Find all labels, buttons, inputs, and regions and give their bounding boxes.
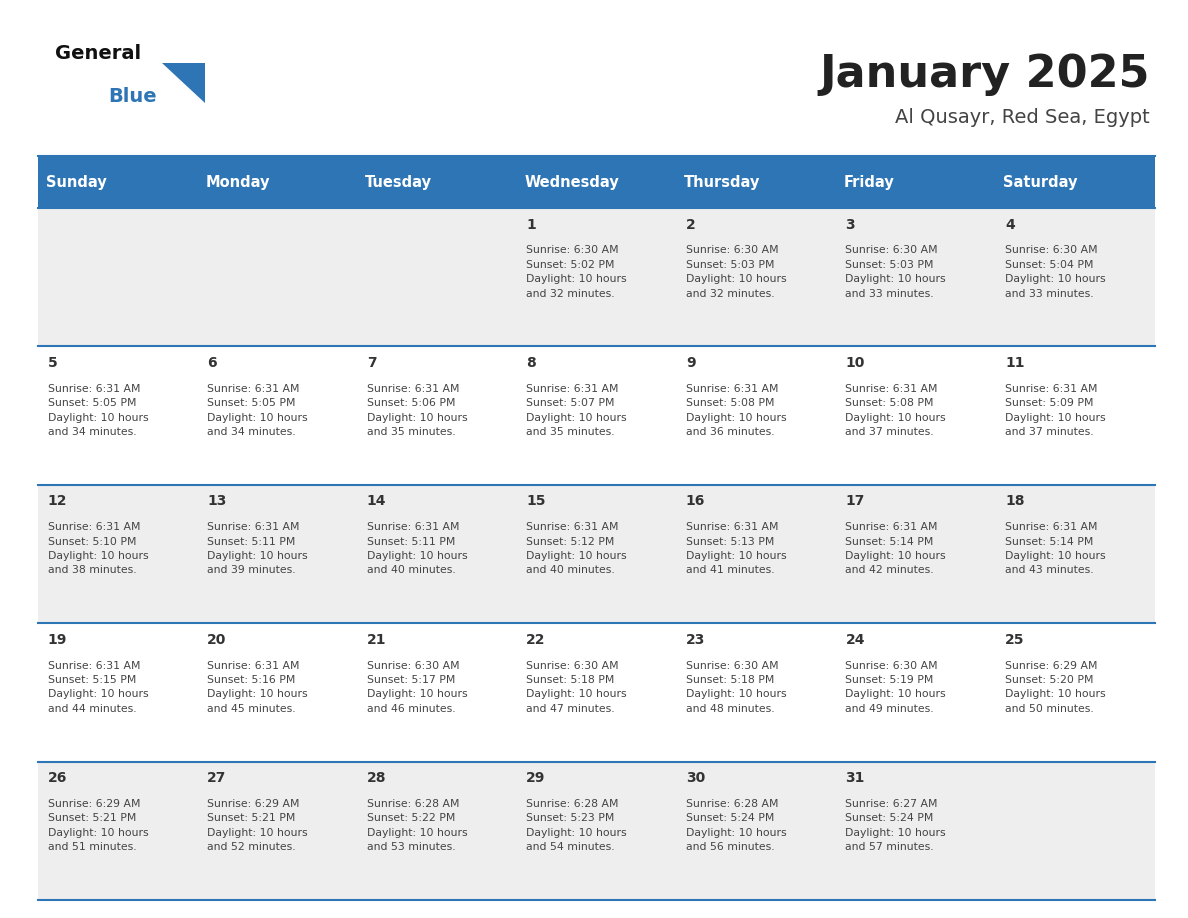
Text: Sunrise: 6:27 AM
Sunset: 5:24 PM
Daylight: 10 hours
and 57 minutes.: Sunrise: 6:27 AM Sunset: 5:24 PM Dayligh… — [846, 799, 946, 852]
Text: Al Qusayr, Red Sea, Egypt: Al Qusayr, Red Sea, Egypt — [896, 108, 1150, 127]
Text: 23: 23 — [685, 633, 706, 647]
Text: 27: 27 — [207, 771, 227, 785]
Text: 19: 19 — [48, 633, 67, 647]
Text: Sunrise: 6:30 AM
Sunset: 5:18 PM
Daylight: 10 hours
and 47 minutes.: Sunrise: 6:30 AM Sunset: 5:18 PM Dayligh… — [526, 661, 627, 714]
Text: 10: 10 — [846, 356, 865, 370]
Bar — [38, 208, 1155, 346]
Text: 30: 30 — [685, 771, 706, 785]
Bar — [676, 156, 836, 208]
Bar — [836, 156, 996, 208]
Text: Sunrise: 6:30 AM
Sunset: 5:04 PM
Daylight: 10 hours
and 33 minutes.: Sunrise: 6:30 AM Sunset: 5:04 PM Dayligh… — [1005, 245, 1106, 298]
Text: Sunrise: 6:30 AM
Sunset: 5:02 PM
Daylight: 10 hours
and 32 minutes.: Sunrise: 6:30 AM Sunset: 5:02 PM Dayligh… — [526, 245, 627, 298]
Text: Sunrise: 6:30 AM
Sunset: 5:19 PM
Daylight: 10 hours
and 49 minutes.: Sunrise: 6:30 AM Sunset: 5:19 PM Dayligh… — [846, 661, 946, 714]
Text: 4: 4 — [1005, 218, 1015, 231]
Text: Sunrise: 6:30 AM
Sunset: 5:18 PM
Daylight: 10 hours
and 48 minutes.: Sunrise: 6:30 AM Sunset: 5:18 PM Dayligh… — [685, 661, 786, 714]
Bar — [358, 156, 517, 208]
Text: General: General — [55, 44, 141, 63]
Bar — [38, 485, 1155, 623]
Text: 26: 26 — [48, 771, 67, 785]
Text: Sunrise: 6:31 AM
Sunset: 5:06 PM
Daylight: 10 hours
and 35 minutes.: Sunrise: 6:31 AM Sunset: 5:06 PM Dayligh… — [367, 384, 467, 437]
Polygon shape — [162, 63, 206, 103]
Text: Wednesday: Wednesday — [525, 174, 619, 189]
Text: 18: 18 — [1005, 495, 1024, 509]
Text: Sunrise: 6:29 AM
Sunset: 5:21 PM
Daylight: 10 hours
and 51 minutes.: Sunrise: 6:29 AM Sunset: 5:21 PM Dayligh… — [48, 799, 148, 852]
Text: 11: 11 — [1005, 356, 1024, 370]
Text: Sunrise: 6:31 AM
Sunset: 5:10 PM
Daylight: 10 hours
and 38 minutes.: Sunrise: 6:31 AM Sunset: 5:10 PM Dayligh… — [48, 522, 148, 576]
Bar — [996, 156, 1155, 208]
Text: 3: 3 — [846, 218, 855, 231]
Bar — [517, 156, 676, 208]
Text: 29: 29 — [526, 771, 545, 785]
Text: Sunrise: 6:31 AM
Sunset: 5:08 PM
Daylight: 10 hours
and 36 minutes.: Sunrise: 6:31 AM Sunset: 5:08 PM Dayligh… — [685, 384, 786, 437]
Text: 16: 16 — [685, 495, 706, 509]
Text: 12: 12 — [48, 495, 67, 509]
Text: Sunrise: 6:31 AM
Sunset: 5:13 PM
Daylight: 10 hours
and 41 minutes.: Sunrise: 6:31 AM Sunset: 5:13 PM Dayligh… — [685, 522, 786, 576]
Text: Sunrise: 6:31 AM
Sunset: 5:14 PM
Daylight: 10 hours
and 42 minutes.: Sunrise: 6:31 AM Sunset: 5:14 PM Dayligh… — [846, 522, 946, 576]
Text: January 2025: January 2025 — [820, 53, 1150, 96]
Text: Monday: Monday — [206, 174, 270, 189]
Text: 17: 17 — [846, 495, 865, 509]
Text: 6: 6 — [207, 356, 216, 370]
Text: Sunrise: 6:31 AM
Sunset: 5:12 PM
Daylight: 10 hours
and 40 minutes.: Sunrise: 6:31 AM Sunset: 5:12 PM Dayligh… — [526, 522, 627, 576]
Text: Sunrise: 6:31 AM
Sunset: 5:07 PM
Daylight: 10 hours
and 35 minutes.: Sunrise: 6:31 AM Sunset: 5:07 PM Dayligh… — [526, 384, 627, 437]
Bar — [38, 346, 1155, 485]
Text: 31: 31 — [846, 771, 865, 785]
Text: Sunrise: 6:31 AM
Sunset: 5:09 PM
Daylight: 10 hours
and 37 minutes.: Sunrise: 6:31 AM Sunset: 5:09 PM Dayligh… — [1005, 384, 1106, 437]
Text: 24: 24 — [846, 633, 865, 647]
Bar — [38, 623, 1155, 762]
Text: Sunrise: 6:31 AM
Sunset: 5:08 PM
Daylight: 10 hours
and 37 minutes.: Sunrise: 6:31 AM Sunset: 5:08 PM Dayligh… — [846, 384, 946, 437]
Text: Sunrise: 6:31 AM
Sunset: 5:11 PM
Daylight: 10 hours
and 39 minutes.: Sunrise: 6:31 AM Sunset: 5:11 PM Dayligh… — [207, 522, 308, 576]
Text: Sunrise: 6:31 AM
Sunset: 5:15 PM
Daylight: 10 hours
and 44 minutes.: Sunrise: 6:31 AM Sunset: 5:15 PM Dayligh… — [48, 661, 148, 714]
Text: Sunrise: 6:28 AM
Sunset: 5:24 PM
Daylight: 10 hours
and 56 minutes.: Sunrise: 6:28 AM Sunset: 5:24 PM Dayligh… — [685, 799, 786, 852]
Text: Thursday: Thursday — [684, 174, 760, 189]
Text: 28: 28 — [367, 771, 386, 785]
Text: Sunrise: 6:29 AM
Sunset: 5:20 PM
Daylight: 10 hours
and 50 minutes.: Sunrise: 6:29 AM Sunset: 5:20 PM Dayligh… — [1005, 661, 1106, 714]
Text: 15: 15 — [526, 495, 545, 509]
Text: Saturday: Saturday — [1004, 174, 1078, 189]
Text: 21: 21 — [367, 633, 386, 647]
Text: 5: 5 — [48, 356, 57, 370]
Text: 1: 1 — [526, 218, 536, 231]
Text: Sunrise: 6:31 AM
Sunset: 5:05 PM
Daylight: 10 hours
and 34 minutes.: Sunrise: 6:31 AM Sunset: 5:05 PM Dayligh… — [48, 384, 148, 437]
Text: Sunrise: 6:30 AM
Sunset: 5:03 PM
Daylight: 10 hours
and 32 minutes.: Sunrise: 6:30 AM Sunset: 5:03 PM Dayligh… — [685, 245, 786, 298]
Text: 2: 2 — [685, 218, 696, 231]
Bar — [38, 762, 1155, 900]
Text: Sunrise: 6:29 AM
Sunset: 5:21 PM
Daylight: 10 hours
and 52 minutes.: Sunrise: 6:29 AM Sunset: 5:21 PM Dayligh… — [207, 799, 308, 852]
Text: Sunrise: 6:30 AM
Sunset: 5:17 PM
Daylight: 10 hours
and 46 minutes.: Sunrise: 6:30 AM Sunset: 5:17 PM Dayligh… — [367, 661, 467, 714]
Text: Blue: Blue — [108, 87, 157, 106]
Text: 7: 7 — [367, 356, 377, 370]
Text: 14: 14 — [367, 495, 386, 509]
Text: 8: 8 — [526, 356, 536, 370]
Text: Sunrise: 6:31 AM
Sunset: 5:14 PM
Daylight: 10 hours
and 43 minutes.: Sunrise: 6:31 AM Sunset: 5:14 PM Dayligh… — [1005, 522, 1106, 576]
Bar — [38, 156, 197, 208]
Text: 13: 13 — [207, 495, 227, 509]
Text: Sunrise: 6:30 AM
Sunset: 5:03 PM
Daylight: 10 hours
and 33 minutes.: Sunrise: 6:30 AM Sunset: 5:03 PM Dayligh… — [846, 245, 946, 298]
Text: Sunrise: 6:31 AM
Sunset: 5:11 PM
Daylight: 10 hours
and 40 minutes.: Sunrise: 6:31 AM Sunset: 5:11 PM Dayligh… — [367, 522, 467, 576]
Text: Sunrise: 6:31 AM
Sunset: 5:05 PM
Daylight: 10 hours
and 34 minutes.: Sunrise: 6:31 AM Sunset: 5:05 PM Dayligh… — [207, 384, 308, 437]
Text: 25: 25 — [1005, 633, 1024, 647]
Text: Sunday: Sunday — [46, 174, 107, 189]
Text: 9: 9 — [685, 356, 695, 370]
Text: Tuesday: Tuesday — [365, 174, 432, 189]
Text: Sunrise: 6:28 AM
Sunset: 5:23 PM
Daylight: 10 hours
and 54 minutes.: Sunrise: 6:28 AM Sunset: 5:23 PM Dayligh… — [526, 799, 627, 852]
Text: Sunrise: 6:28 AM
Sunset: 5:22 PM
Daylight: 10 hours
and 53 minutes.: Sunrise: 6:28 AM Sunset: 5:22 PM Dayligh… — [367, 799, 467, 852]
Text: Sunrise: 6:31 AM
Sunset: 5:16 PM
Daylight: 10 hours
and 45 minutes.: Sunrise: 6:31 AM Sunset: 5:16 PM Dayligh… — [207, 661, 308, 714]
Text: Friday: Friday — [843, 174, 895, 189]
Text: 20: 20 — [207, 633, 227, 647]
Bar — [197, 156, 358, 208]
Text: 22: 22 — [526, 633, 545, 647]
